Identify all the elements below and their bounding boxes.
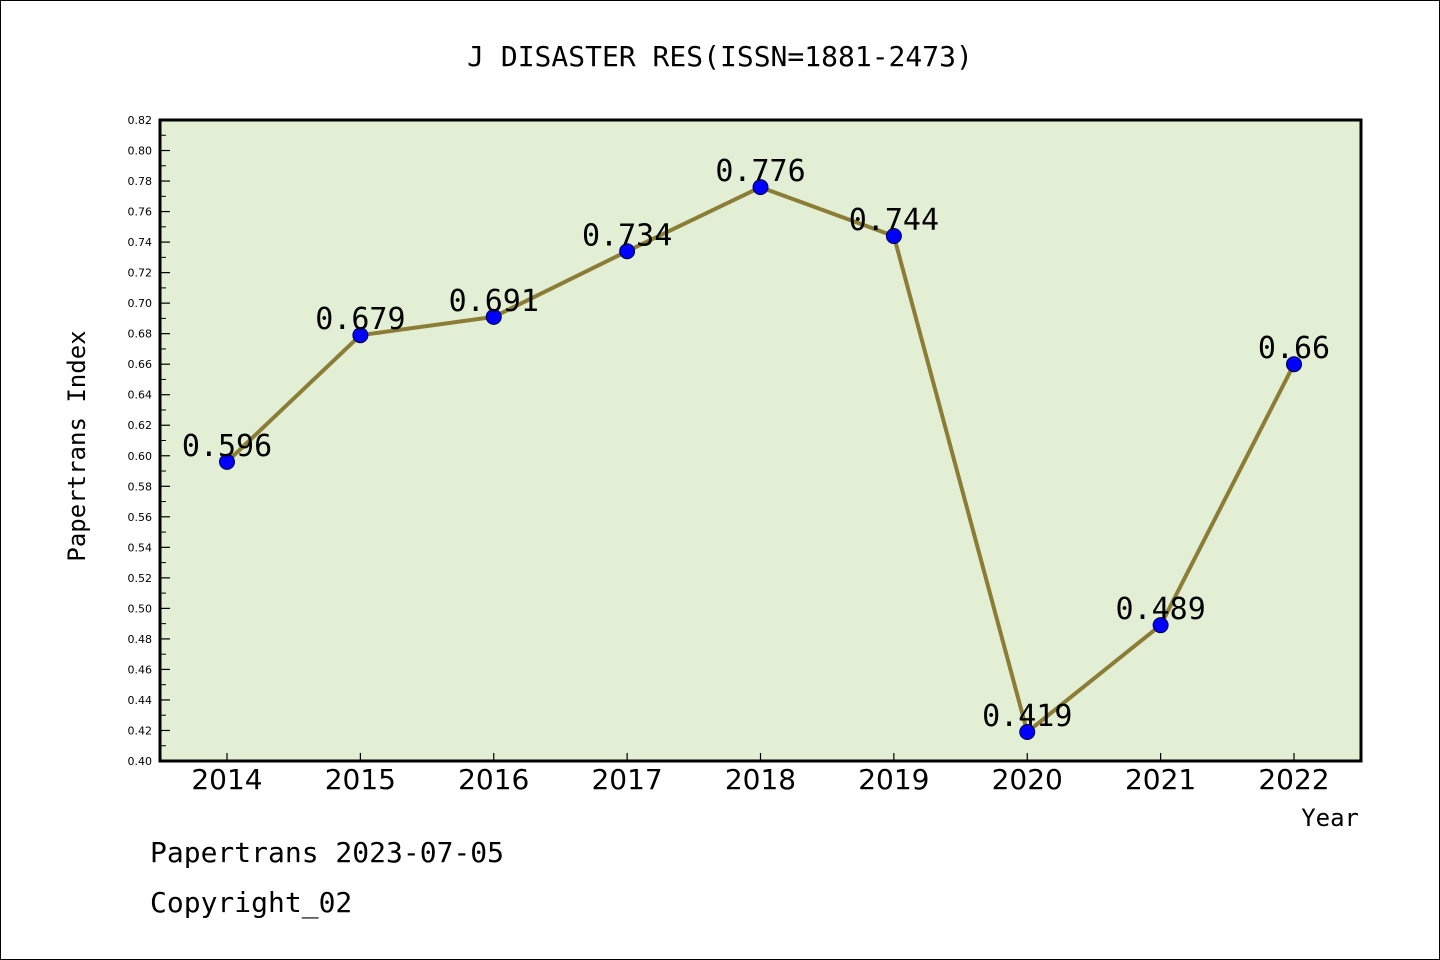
data-point — [352, 327, 369, 344]
series-group: 0.596 0.679 0.691 0.734 0.776 0.744 0.419 0.489… — [182, 154, 1330, 741]
data-label: 0.744 — [849, 203, 939, 238]
x-tick-label: 2015 — [325, 763, 396, 796]
y-tick-label: 0.50 — [128, 602, 153, 615]
y-tick-label: 0.44 — [128, 694, 153, 707]
data-point — [619, 243, 636, 260]
chart-title: J DISASTER RES(ISSN=1881-2473) — [467, 40, 973, 73]
data-point — [885, 227, 902, 244]
data-point — [1286, 356, 1302, 373]
data-point — [1152, 617, 1169, 634]
data-label: 0.596 — [182, 429, 272, 464]
data-label: 0.489 — [1115, 592, 1205, 627]
x-tick-label: 2021 — [1125, 763, 1196, 796]
data-point — [1019, 724, 1036, 741]
y-tick-label: 0.64 — [128, 389, 153, 402]
y-tick-label: 0.76 — [128, 206, 153, 219]
y-axis: 0.40 0.42 0.44 0.46 0.48 0.50 0.52 0.54 0.56 0.58… — [128, 114, 170, 768]
x-tick-label: 2014 — [191, 763, 262, 796]
y-tick-label: 0.66 — [128, 358, 153, 371]
data-label: 0.776 — [715, 154, 805, 189]
x-tick-label: 2022 — [1258, 763, 1329, 796]
data-point — [485, 308, 502, 325]
y-tick-label: 0.58 — [128, 480, 153, 493]
footer-copyright: Copyright_02 — [150, 886, 353, 919]
data-point — [752, 179, 769, 196]
y-tick-label: 0.62 — [128, 419, 153, 432]
x-axis-label: Year — [1301, 804, 1359, 832]
data-label: 0.734 — [582, 218, 672, 253]
plot-area — [158, 118, 1363, 763]
footer-date: Papertrans 2023-07-05 — [150, 836, 505, 869]
y-tick-label: 0.82 — [128, 114, 153, 127]
data-label: 0.679 — [315, 302, 405, 337]
y-axis-label: Papertrans Index — [63, 330, 91, 561]
data-label: 0.66 — [1258, 331, 1330, 366]
x-tick-label: 2019 — [858, 763, 929, 796]
x-axis: 2014 2015 2016 2017 2018 2019 2020 2021 2022 — [191, 753, 1330, 796]
y-tick-label: 0.46 — [128, 663, 153, 676]
data-label: 0.691 — [449, 284, 539, 319]
y-tick-label: 0.70 — [128, 297, 153, 310]
y-tick-label: 0.72 — [128, 267, 153, 280]
y-tick-label: 0.56 — [128, 511, 153, 524]
y-tick-label: 0.60 — [128, 450, 153, 463]
y-tick-label: 0.52 — [128, 572, 153, 585]
y-tick-label: 0.74 — [128, 236, 153, 249]
x-tick-label: 2018 — [725, 763, 796, 796]
x-tick-label: 2017 — [591, 763, 662, 796]
y-tick-label: 0.40 — [128, 755, 153, 768]
x-tick-label: 2020 — [992, 763, 1063, 796]
data-label: 0.419 — [982, 699, 1072, 734]
x-tick-label: 2016 — [458, 763, 529, 796]
y-tick-label: 0.78 — [128, 175, 153, 188]
y-tick-label: 0.54 — [128, 541, 153, 554]
y-tick-label: 0.42 — [128, 724, 153, 737]
y-tick-label: 0.80 — [128, 145, 153, 158]
y-tick-label: 0.68 — [128, 328, 153, 341]
y-tick-label: 0.48 — [128, 633, 153, 646]
data-point — [219, 453, 235, 470]
